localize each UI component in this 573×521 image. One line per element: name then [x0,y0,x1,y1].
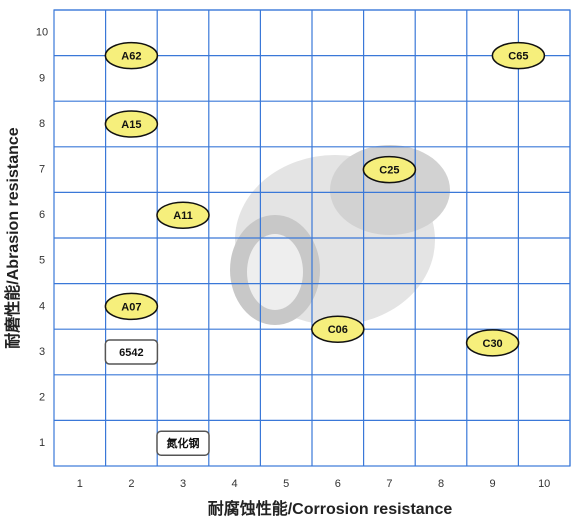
y-tick-label: 6 [39,209,45,221]
point-ellipse [156,201,210,229]
product-image [230,145,450,325]
x-tick-label: 3 [180,478,186,490]
point-ellipse [491,41,546,70]
point-ellipse [465,329,520,357]
point-label: 氮化钢 [167,436,200,450]
y-tick-label: 2 [39,392,45,404]
y-tick-label: 7 [39,164,45,176]
point-label: A07 [121,301,141,313]
point-ellipse [104,110,159,138]
y-tick-label: 1 [39,437,45,449]
point-label: C06 [328,324,348,336]
x-tick-label: 9 [490,478,496,490]
x-tick-label: 1 [77,478,83,490]
point-label: A11 [173,210,193,222]
point-ellipse [104,41,159,70]
point-label: C25 [379,165,399,177]
y-tick-label: 9 [39,72,45,84]
point-box [156,430,210,456]
point-label: C30 [483,338,503,350]
point-ellipse [311,315,365,343]
x-tick-label: 6 [335,478,341,490]
point-label: A15 [121,119,141,131]
point-ellipse [104,292,159,321]
y-tick-label: 5 [39,255,45,267]
y-axis-label: 耐磨性能/Abrasion resistance [3,127,22,349]
x-tick-label: 4 [232,478,238,490]
y-tick-label: 8 [39,118,45,130]
x-tick-label: 7 [386,478,392,490]
y-tick-label: 10 [36,27,48,39]
point-label: C65 [508,51,528,63]
x-tick-label: 5 [283,478,289,490]
y-tick-label: 3 [39,346,45,358]
x-tick-label: 8 [438,478,444,490]
point-ellipse [362,155,417,184]
y-tick-label: 4 [39,300,45,312]
point-label: A62 [121,51,141,63]
x-tick-label: 2 [128,478,134,490]
x-axis-label: 耐腐蚀性能/Corrosion resistance [208,499,453,518]
point-box [104,339,159,365]
x-tick-label: 10 [538,478,550,490]
point-label: 6542 [119,347,143,359]
